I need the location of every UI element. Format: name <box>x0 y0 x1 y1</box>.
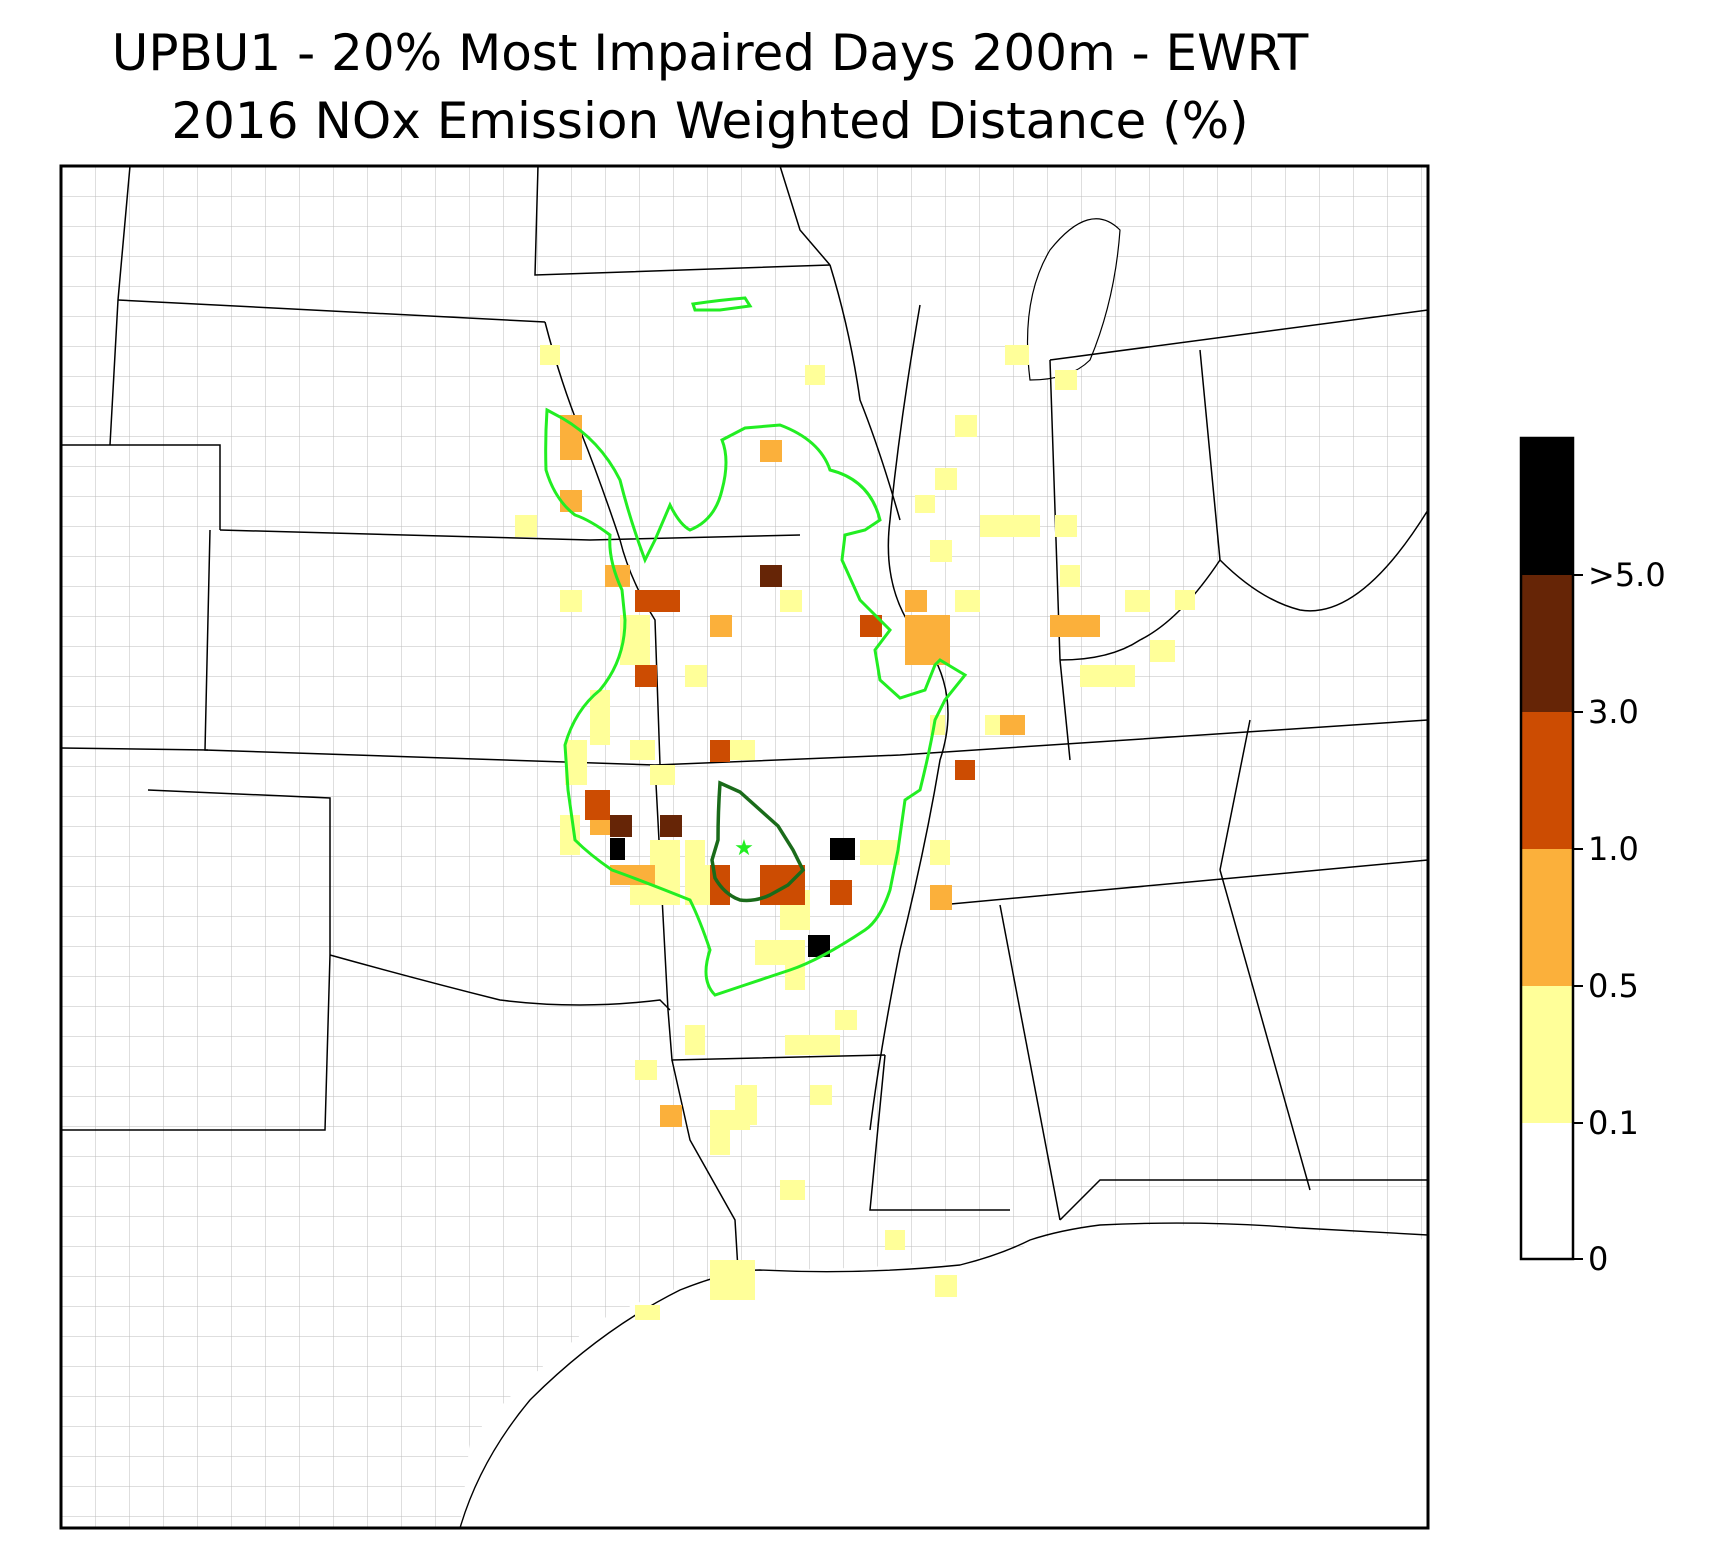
colorbar-bin-0.1-0.5 <box>1521 986 1573 1123</box>
colorbar-bin-0.5-1 <box>1521 849 1573 986</box>
coastline <box>459 1222 1428 1528</box>
map-subtitle: 2016 NOx Emission Weighted Distance (%) <box>171 92 1249 150</box>
emission-cells <box>515 345 1195 1320</box>
colorbar-label-0.5: 0.5 <box>1588 967 1639 1005</box>
colorbar-label-0: 0 <box>1588 1240 1609 1278</box>
gulf-of-mexico <box>460 1225 1428 1528</box>
northern-contour <box>691 296 753 312</box>
colorbar-label-0.1: 0.1 <box>1588 1104 1639 1142</box>
colorbar-label-3.0: 3.0 <box>1588 693 1639 731</box>
map-frame <box>59 164 1430 1530</box>
inner-contour <box>710 780 806 903</box>
colorbar-ticks <box>1573 574 1583 1260</box>
site-star-icon: ★ <box>734 836 754 861</box>
colorbar-bin-3-5 <box>1521 575 1573 712</box>
lake-michigan <box>1026 218 1121 381</box>
colorbar-label-gt5: >5.0 <box>1588 556 1666 594</box>
colorbar-bin-1-3 <box>1521 712 1573 849</box>
state-boundaries <box>61 166 1428 1271</box>
outer-contour <box>544 407 968 997</box>
map-title: UPBU1 - 20% Most Impaired Days 200m - EW… <box>111 24 1309 82</box>
colorbar <box>1519 436 1583 1261</box>
colorbar-label-1.0: 1.0 <box>1588 830 1639 868</box>
colorbar-bin-gt5 <box>1521 438 1573 575</box>
colorbar-bin-0-0.1 <box>1521 1123 1573 1259</box>
